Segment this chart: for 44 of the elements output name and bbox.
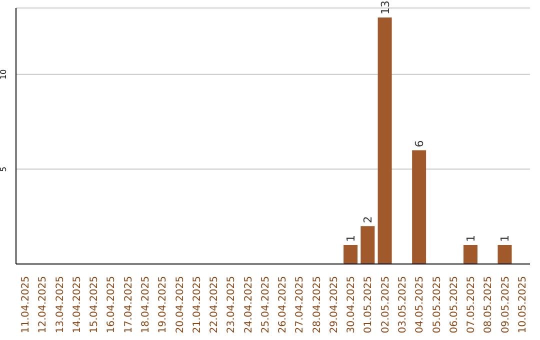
data-label: 13 [378, 0, 392, 14]
x-tick-label: 04.05.2025 [414, 276, 426, 334]
bar [378, 17, 392, 264]
x-tick-label: 19.04.2025 [158, 276, 169, 334]
x-tick-label: 14.04.2025 [72, 276, 83, 334]
x-tick-label: 26.04.2025 [278, 276, 289, 334]
data-label: 1 [498, 235, 512, 242]
x-tick-label: 27.04.2025 [294, 276, 306, 334]
x-tick-label: 06.05.2025 [448, 276, 460, 334]
data-label: 2 [362, 216, 375, 224]
x-tick-label: 29.04.2025 [328, 276, 340, 334]
bar [498, 245, 512, 264]
y-tick-label: 5 [0, 166, 8, 172]
x-tick-label: 09.05.2025 [500, 276, 512, 334]
x-tick-label: 20.04.2025 [174, 276, 186, 334]
x-tick-label: 25.04.2025 [260, 276, 272, 334]
x-tick-label: 22.04.2025 [209, 276, 220, 334]
x-tick-label: 10.05.2025 [517, 276, 528, 334]
bar [463, 245, 478, 264]
x-tick-label: 24.04.2025 [243, 276, 254, 334]
data-label: 1 [344, 235, 358, 242]
x-tick-label: 12.04.2025 [38, 276, 49, 334]
x-tick-label: 17.04.2025 [123, 276, 134, 334]
x-tick-label: 08.05.2025 [483, 276, 494, 334]
x-tick-label: 30.04.2025 [346, 276, 358, 334]
y-tick-label: 10 [0, 69, 8, 80]
x-tick-label: 11.04.2025 [20, 276, 32, 334]
bar [344, 245, 358, 264]
x-tick-label: 21.04.2025 [192, 276, 203, 334]
x-tick-label: 01.05.2025 [363, 276, 374, 334]
data-label: 1 [464, 235, 478, 242]
x-tick-label: 28.04.2025 [312, 276, 323, 334]
x-tick-label: 03.05.2025 [398, 276, 408, 334]
x-tick-label: 02.05.2025 [380, 276, 392, 334]
x-tick-label: 15.04.2025 [89, 276, 100, 334]
bar [360, 226, 375, 264]
x-tick-label: 05.05.2025 [432, 276, 443, 334]
bar [412, 150, 426, 264]
x-tick-label: 23.04.2025 [226, 276, 238, 334]
x-tick-label: 16.04.2025 [106, 276, 118, 334]
x-tick-label: 07.05.2025 [466, 276, 478, 334]
data-label: 6 [413, 140, 426, 148]
x-tick-label: 18.04.2025 [140, 276, 152, 334]
x-tick-label: 13.04.2025 [54, 276, 66, 334]
